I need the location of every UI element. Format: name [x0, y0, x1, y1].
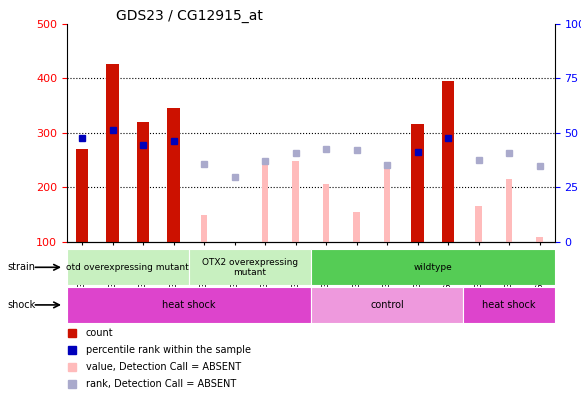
- Bar: [411, 124, 424, 242]
- Bar: [292, 161, 299, 242]
- Bar: [137, 122, 149, 242]
- Bar: [67, 287, 311, 323]
- Bar: [442, 81, 454, 242]
- Bar: [67, 249, 189, 285]
- Text: rank, Detection Call = ABSENT: rank, Detection Call = ABSENT: [85, 379, 236, 388]
- Text: otd overexpressing mutant: otd overexpressing mutant: [66, 263, 189, 272]
- Bar: [505, 179, 512, 242]
- Text: control: control: [370, 300, 404, 310]
- Text: count: count: [85, 328, 113, 338]
- Bar: [189, 249, 311, 285]
- Bar: [106, 63, 119, 242]
- Bar: [475, 206, 482, 242]
- Text: wildtype: wildtype: [414, 263, 452, 272]
- Text: value, Detection Call = ABSENT: value, Detection Call = ABSENT: [85, 362, 241, 372]
- Bar: [76, 149, 88, 242]
- Bar: [311, 287, 464, 323]
- Bar: [536, 237, 543, 242]
- Text: percentile rank within the sample: percentile rank within the sample: [85, 345, 250, 355]
- Text: strain: strain: [7, 262, 35, 272]
- Text: heat shock: heat shock: [482, 300, 536, 310]
- Bar: [261, 164, 268, 242]
- Bar: [383, 166, 390, 242]
- Text: OTX2 overexpressing
mutant: OTX2 overexpressing mutant: [202, 258, 298, 277]
- Text: shock: shock: [7, 300, 35, 310]
- Bar: [311, 249, 555, 285]
- Bar: [464, 287, 555, 323]
- Text: heat shock: heat shock: [162, 300, 216, 310]
- Bar: [353, 211, 360, 242]
- Bar: [167, 108, 180, 242]
- Text: GDS23 / CG12915_at: GDS23 / CG12915_at: [116, 9, 263, 23]
- Bar: [322, 185, 329, 242]
- Bar: [200, 215, 207, 242]
